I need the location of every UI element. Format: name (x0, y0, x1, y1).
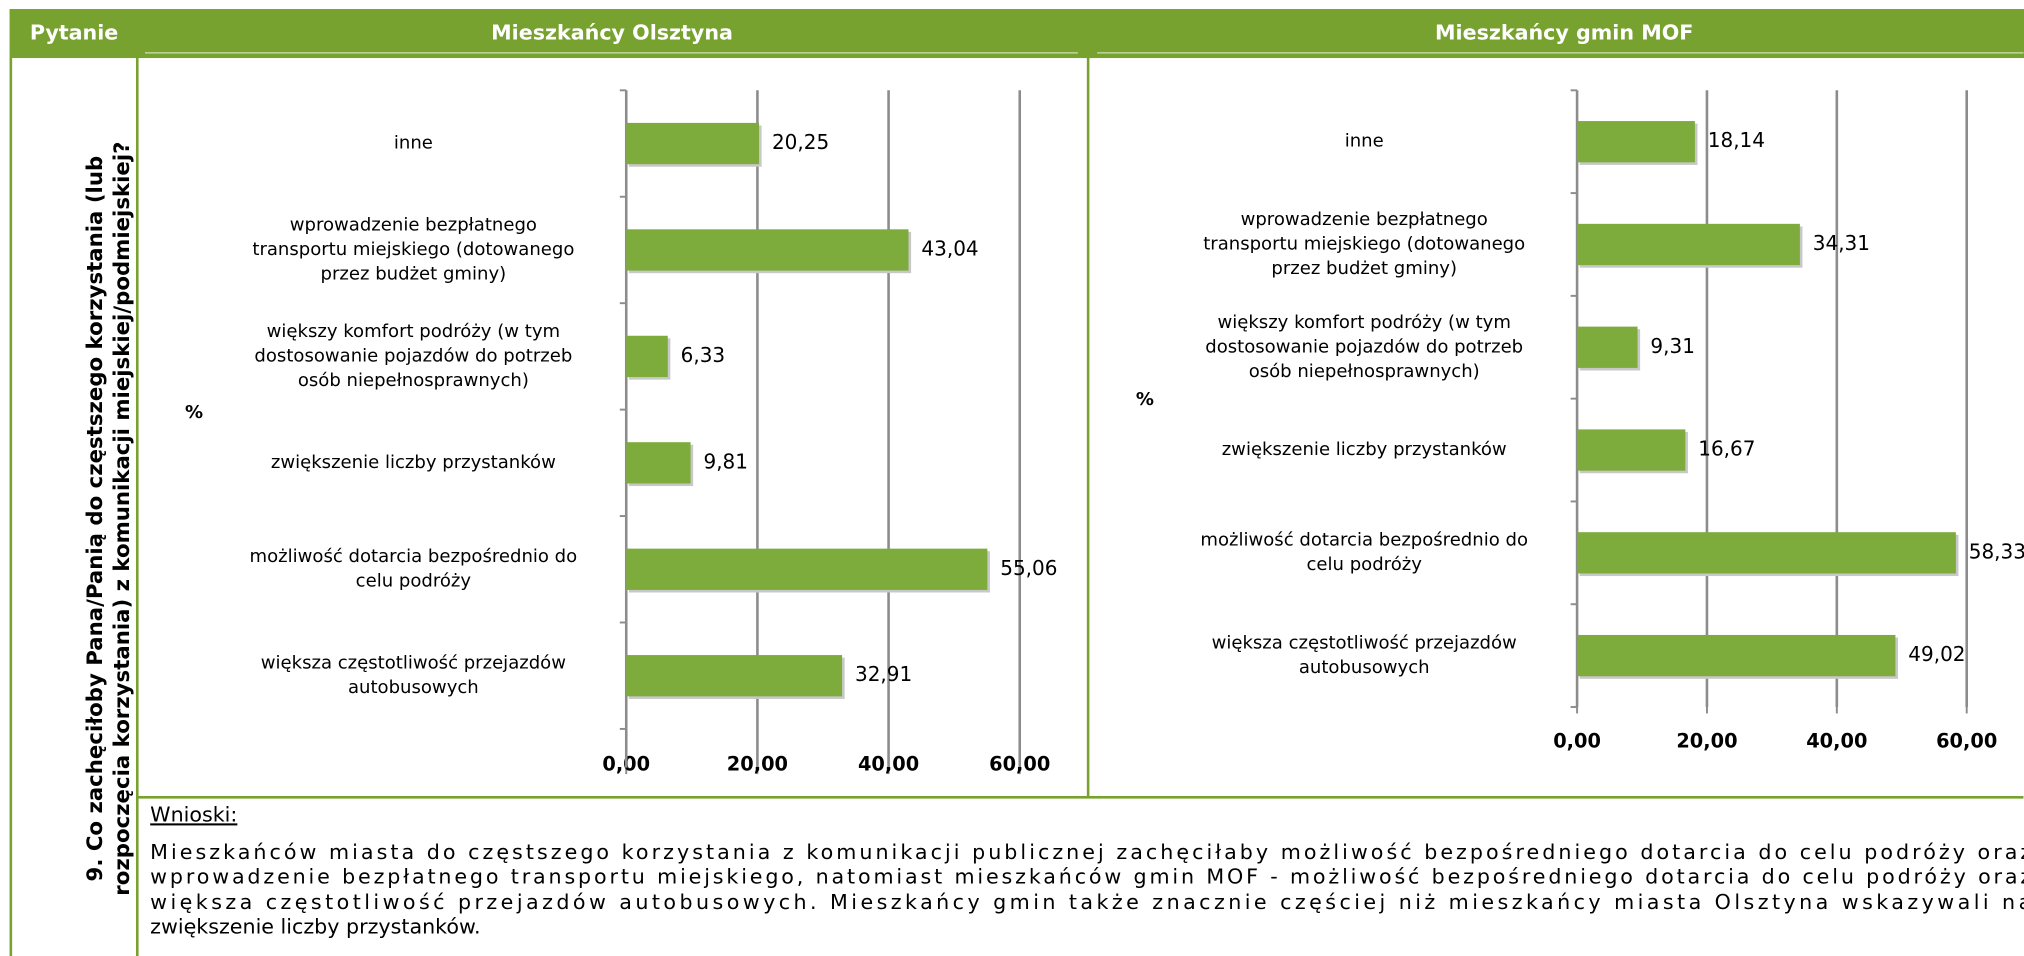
question: 9. Co zachęciłoby Pana/Panią do częstsze… (83, 156, 108, 882)
bar (626, 122, 760, 165)
value-label: 43,04 (921, 236, 978, 260)
bar (626, 335, 668, 378)
conclusions-title: Wnioski: (150, 802, 237, 826)
bar (1577, 121, 1695, 163)
category-label: wprowadzenie bezpłatnego transportu miejs… (252, 214, 574, 284)
category-label: większy komfort podróży (w tym dostosowan… (1205, 312, 1523, 382)
x-tick-label: 40,00 (858, 753, 919, 776)
value-label: 18,14 (1708, 128, 1765, 152)
value-label: 9,31 (1650, 334, 1695, 358)
category-label: większa częstotliwość przejazdów autobuso… (1212, 632, 1517, 678)
category-label: większy komfort podróży (w tym dostosowan… (254, 321, 572, 391)
value-label: 32,91 (855, 662, 912, 686)
x-tick-label: 0,00 (1553, 729, 1601, 752)
value-label: 16,67 (1698, 437, 1755, 461)
category-label: możliwość dotarcia bezpośrednio do celu p… (250, 546, 578, 592)
value-label: 55,06 (1000, 556, 1057, 580)
x-tick-label: 20,00 (1676, 729, 1737, 752)
value-label: 49,02 (1908, 642, 1965, 666)
bar (1577, 326, 1638, 368)
value-label: 34,31 (1813, 231, 1870, 255)
bar (626, 442, 691, 484)
conclusions-line: większa częstotliwość przejazdów autobus… (150, 890, 2024, 914)
value-label: 20,25 (772, 130, 829, 154)
bar (1577, 532, 1956, 574)
bar (626, 655, 843, 697)
x-tick-label: 60,00 (989, 753, 1050, 776)
category-label: wprowadzenie bezpłatnego transportu miejs… (1203, 209, 1525, 279)
bar (1577, 223, 1800, 266)
conclusions-line: wprowadzenie bezpłatnego transportu miej… (150, 864, 2024, 888)
bar (626, 548, 988, 590)
category-label: inne (394, 133, 433, 154)
header-cell: Mieszkańcy gmin MOF (1435, 21, 1693, 45)
category-label: możliwość dotarcia bezpośrednio do celu p… (1200, 530, 1528, 576)
category-label: inne (1345, 131, 1384, 152)
value-label: 6,33 (681, 343, 726, 367)
axis-label: % (185, 402, 203, 423)
axis-label: % (1136, 389, 1154, 410)
category-label: większa częstotliwość przejazdów autobuso… (261, 652, 566, 698)
value-label: 58,33 (1969, 539, 2024, 563)
conclusions-line: zwiększenie liczby przystanków. (150, 915, 480, 939)
category-label: zwiększenie liczby przystanków (1222, 439, 1507, 460)
header-cell: Mieszkańcy Olsztyna (491, 21, 733, 45)
category-label: zwiększenie liczby przystanków (271, 452, 556, 473)
conclusions-line: Mieszkańców miasta do częstszego korzyst… (150, 840, 2024, 864)
header-cell: Pytanie (30, 21, 118, 45)
header-row (10, 10, 2024, 59)
value-label: 9,81 (703, 449, 747, 473)
bar (626, 229, 909, 271)
bar (1577, 429, 1686, 471)
bar (1577, 634, 1896, 677)
x-tick-label: 20,00 (727, 753, 788, 776)
x-tick-label: 40,00 (1806, 729, 1867, 752)
x-tick-label: 60,00 (1936, 729, 1997, 752)
question: rozpoczęcia korzystania) z komunikacji m… (110, 142, 135, 896)
